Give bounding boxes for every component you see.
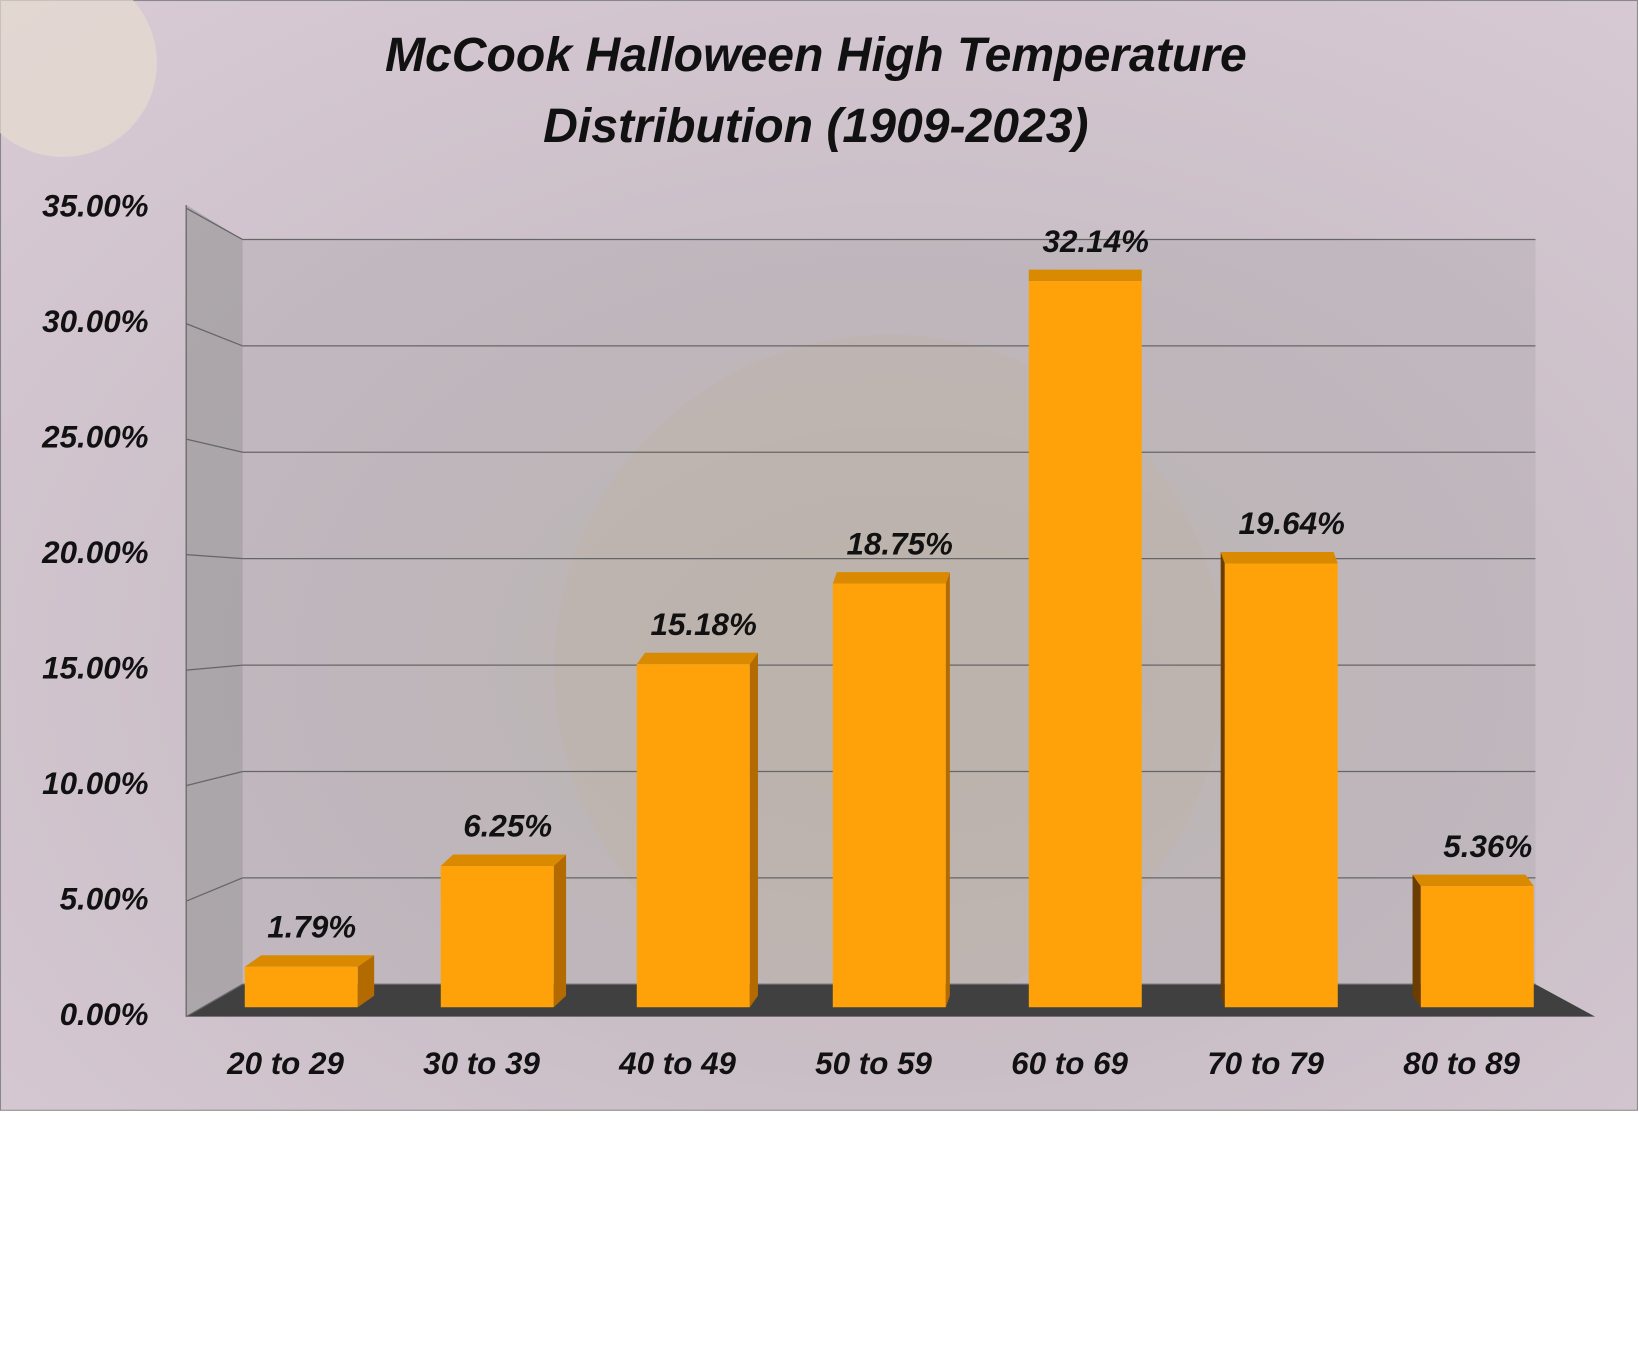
bar-side: [1220, 552, 1225, 1008]
y-tick-label: 10.00%: [42, 766, 148, 801]
x-tick-label: 30 to 39: [423, 1046, 540, 1081]
y-tick-label: 0.00%: [60, 997, 149, 1032]
value-label: 6.25%: [463, 809, 552, 844]
bar-top: [1028, 269, 1142, 282]
grid-line: [185, 877, 243, 902]
grid-line: [186, 770, 243, 787]
grid-line: [185, 983, 243, 1018]
x-tick-label: 80 to 89: [1403, 1046, 1520, 1081]
grid-line: [186, 554, 243, 560]
x-tick-label: 20 to 29: [226, 1046, 344, 1081]
title-box: McCook Halloween High Temperature Distri…: [384, 27, 1247, 153]
bar-top: [636, 652, 758, 665]
bar-top: [1412, 874, 1534, 887]
bar-top: [832, 572, 950, 584]
bar: [1028, 281, 1142, 1008]
moon-decoration: [0, 0, 157, 157]
value-label: 5.36%: [1443, 829, 1532, 864]
value-label: 19.64%: [1239, 506, 1345, 541]
value-label: 32.14%: [1043, 224, 1149, 259]
y-tick-label: 30.00%: [42, 304, 148, 339]
bar-side: [1412, 874, 1421, 1008]
grid-line: [185, 323, 243, 347]
grid-line: [185, 207, 243, 241]
y-tick-label: 25.00%: [41, 419, 148, 454]
bar: [832, 583, 946, 1008]
bar-side: [357, 955, 375, 1008]
value-label: 18.75%: [847, 526, 953, 561]
chart-title: McCook Halloween High Temperature Distri…: [384, 27, 1247, 153]
bar: [1224, 563, 1338, 1008]
grid-line: [186, 664, 243, 671]
bar: [244, 966, 358, 1008]
side-wall: [186, 205, 243, 1017]
bar-side: [553, 854, 567, 1008]
y-tick-label: 15.00%: [42, 650, 148, 685]
chart-background: [0, 0, 1638, 1111]
bar: [440, 866, 554, 1008]
value-label: 15.18%: [651, 607, 757, 642]
bar-top: [1220, 552, 1338, 564]
y-tick-label: 20.00%: [41, 535, 148, 570]
x-tick-label: 60 to 69: [1011, 1046, 1128, 1081]
x-tick-label: 40 to 49: [618, 1046, 736, 1081]
bar: [636, 664, 750, 1008]
bar-side: [749, 652, 758, 1008]
bar-top: [440, 854, 567, 867]
x-tick-label: 70 to 79: [1207, 1046, 1324, 1081]
value-label: 1.79%: [267, 909, 356, 944]
bar-top: [244, 955, 375, 967]
y-tick-label: 35.00%: [42, 188, 148, 223]
bar: [1420, 886, 1534, 1008]
x-tick-label: 50 to 59: [815, 1046, 932, 1081]
y-tick-label: 5.00%: [60, 881, 149, 916]
bar-side: [945, 572, 950, 1008]
grid-line: [186, 438, 243, 453]
